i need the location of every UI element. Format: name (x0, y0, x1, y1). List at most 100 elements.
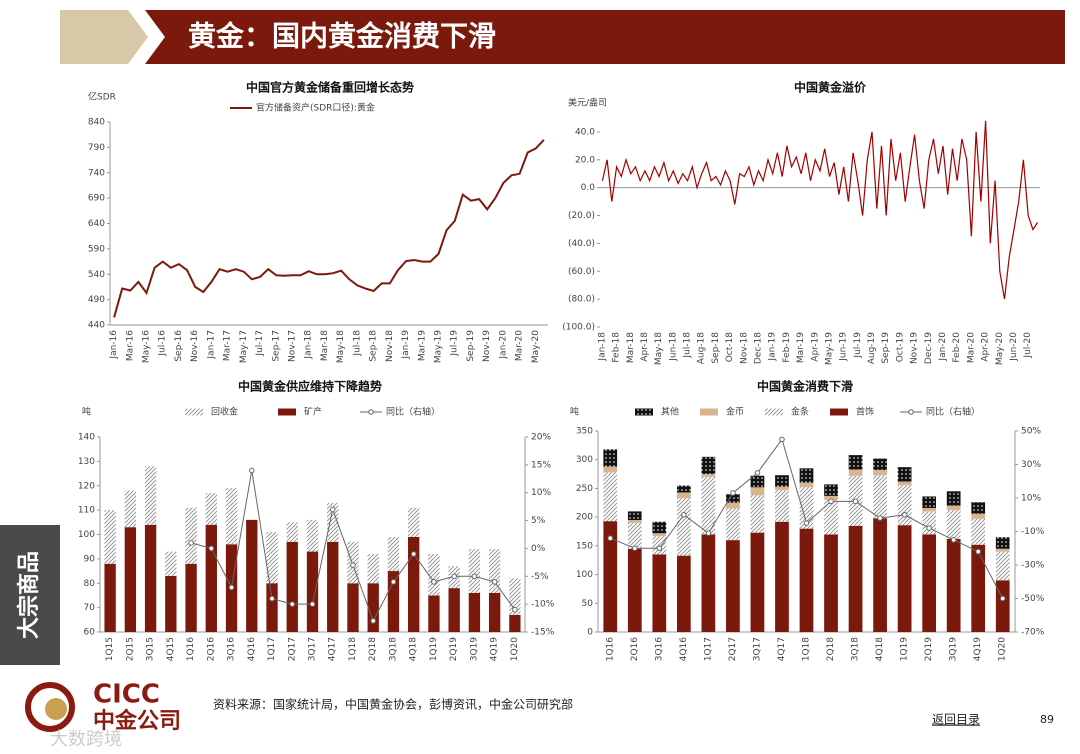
bar-segment (873, 518, 887, 632)
page-number: 89 (1040, 713, 1054, 726)
bar-segment (676, 555, 691, 632)
x-tick-label: Jun-20 (1009, 332, 1019, 362)
x-tick-label: Sep-19 (881, 332, 891, 364)
y-tick-label: (60.0) (568, 267, 595, 277)
x-tick-label: Feb-20 (952, 332, 962, 363)
line-marker (950, 537, 957, 543)
line-marker (512, 606, 518, 613)
bar-segment (144, 466, 157, 525)
y2-tick-label: -15% (531, 628, 555, 638)
x-tick-label: Feb-18 (612, 332, 622, 363)
x-tick-label: 1Q19 (429, 637, 439, 662)
bar-segment (627, 548, 642, 632)
watermark: 大数跨境 (50, 729, 122, 750)
bar-segment (246, 519, 258, 632)
y-tick-label: 130 (78, 457, 95, 467)
y2-tick-label: -5% (531, 572, 549, 582)
y2-tick-label: -10% (531, 600, 555, 610)
bar-segment (306, 519, 319, 552)
bar-segment (627, 522, 642, 549)
legend-label: 官方储备资产(SDR口径):黄金 (256, 102, 375, 114)
bar-segment (799, 482, 814, 488)
x-tick-label: 4Q18 (875, 637, 885, 662)
x-tick-label: 2Q16 (630, 637, 640, 662)
back-link[interactable]: 返回目录 (932, 713, 980, 727)
x-tick-label: 3Q17 (752, 637, 762, 661)
bar-segment (468, 549, 481, 593)
bar-segment (306, 551, 319, 632)
line-marker (471, 573, 478, 580)
chart-title: 中国黄金消费下滑 (757, 379, 853, 394)
x-tick-label: 1Q15 (105, 637, 115, 661)
bar-segment (922, 507, 937, 512)
bar-segment (922, 534, 937, 632)
y-tick-label: 350 (576, 427, 593, 437)
bar-segment (124, 490, 137, 528)
y-tick-label: 0.0 (581, 183, 596, 193)
x-tick-label: Apr-18 (640, 332, 650, 362)
x-tick-label: Jul-17 (255, 330, 265, 357)
bar-segment (509, 578, 521, 615)
bar-segment (726, 540, 740, 632)
bar-segment (824, 534, 838, 632)
bar-segment (266, 583, 278, 632)
bar-segment (848, 525, 863, 632)
bar-segment (367, 554, 379, 584)
bar-segment (104, 563, 116, 632)
y-axis-label: 吨 (570, 406, 579, 418)
x-tick-label: 2Q17 (728, 637, 738, 661)
chart-title: 中国黄金溢价 (794, 80, 867, 95)
line-marker (681, 511, 687, 518)
bar-segment (922, 511, 937, 535)
line-marker (803, 520, 810, 526)
legend-label: 金币 (726, 406, 744, 418)
bar-segment (165, 575, 177, 632)
bar-segment (676, 485, 691, 493)
bar-segment (995, 537, 1010, 549)
bar-segment (347, 583, 359, 632)
y-axis-label: 美元/盎司 (568, 97, 607, 109)
line-series (601, 120, 1039, 300)
y2-tick-label: -50% (1021, 594, 1045, 604)
x-tick-label: 4Q17 (328, 637, 338, 661)
bar-segment (897, 467, 912, 482)
line-marker (289, 601, 296, 607)
logo-cn: 中金公司 (93, 708, 181, 734)
line-marker (370, 618, 377, 624)
y-tick-label: 100 (78, 530, 95, 540)
bar-segment (627, 520, 642, 523)
bar-segment (848, 469, 863, 476)
chart-title: 中国官方黄金储备重回增长态势 (246, 80, 414, 95)
y-tick-label: 840 (88, 118, 105, 128)
y-tick-label: 90 (84, 554, 96, 564)
y-tick-label: 110 (78, 506, 95, 516)
bar-segment (971, 513, 986, 519)
x-tick-label: 2Q17 (287, 637, 297, 661)
x-tick-label: Sep-18 (711, 332, 721, 364)
bar-segment (775, 475, 789, 487)
y-tick-label: 140 (78, 433, 95, 443)
x-tick-label: May-16 (142, 330, 152, 363)
x-tick-label: Jul-18 (352, 330, 362, 357)
y2-tick-label: -10% (1021, 527, 1045, 537)
bar-segment (750, 495, 765, 533)
x-tick-label: Mar-17 (223, 330, 233, 361)
x-tick-label: Dec-18 (753, 332, 763, 364)
x-tick-label: Sep-16 (174, 330, 184, 362)
y2-tick-label: 5% (531, 516, 546, 526)
y-tick-label: 440 (88, 321, 105, 331)
bar-segment (897, 484, 912, 526)
y-tick-label: 590 (88, 244, 105, 254)
x-tick-label: 3Q19 (469, 637, 479, 662)
x-tick-label: 3Q15 (146, 637, 156, 661)
bar-segment (165, 551, 177, 576)
x-tick-label: 2Q15 (125, 637, 135, 661)
bar-segment (286, 522, 298, 542)
line-marker (329, 506, 336, 513)
line-marker (852, 498, 859, 505)
header-chevron (60, 10, 148, 64)
x-tick-label: Jan-17 (206, 330, 216, 360)
bar-segment (603, 521, 618, 632)
x-tick-label: Apr-20 (981, 332, 991, 362)
x-tick-label: Aug-18 (697, 332, 707, 365)
